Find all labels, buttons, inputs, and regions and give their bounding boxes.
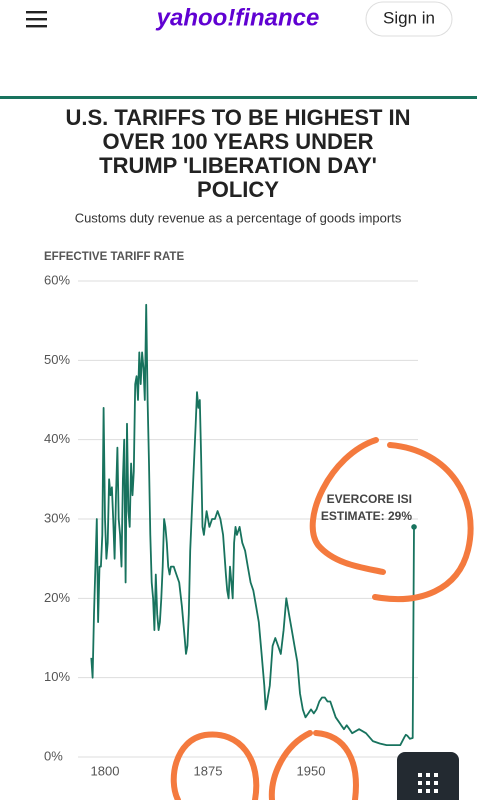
end-point xyxy=(411,524,417,530)
chart-title: OVER 100 YEARS UNDER xyxy=(102,129,373,154)
annotation: EVERCORE ISI xyxy=(327,492,412,506)
scribble xyxy=(268,730,359,800)
x-tick-label: 1875 xyxy=(194,763,223,778)
floating-button[interactable] xyxy=(397,752,459,800)
x-tick-label: 1950 xyxy=(297,763,326,778)
x-tick-label: 1800 xyxy=(91,763,120,778)
y-tick-label: 0% xyxy=(44,748,63,763)
chart-subtitle: Customs duty revenue as a percentage of … xyxy=(75,210,402,225)
divider xyxy=(0,96,477,99)
sign-in-button[interactable] xyxy=(365,1,453,37)
scribble xyxy=(372,442,474,603)
y-tick-label: 50% xyxy=(44,352,70,367)
menu-bar xyxy=(26,18,47,21)
y-tick-label: 60% xyxy=(44,272,70,287)
plot: 0% 10% 20% 30% 40% 50% 60% 1800 1875 1950 EVERCORE… xyxy=(44,272,418,778)
hand-drawn-marks xyxy=(170,437,474,800)
y-axis-label: EFFECTIVE TARIFF RATE xyxy=(44,251,184,263)
menu-bar xyxy=(26,11,47,14)
menu-bar xyxy=(26,25,47,28)
series-line xyxy=(90,303,415,746)
y-tick-label: 10% xyxy=(44,669,70,684)
scribble xyxy=(170,731,260,800)
scribble xyxy=(309,437,386,575)
grid-icon xyxy=(418,773,438,793)
y-tick-label: 20% xyxy=(44,590,70,605)
chart-title: U.S. TARIFFS TO BE HIGHEST IN xyxy=(65,105,410,130)
chart-title: TRUMP 'LIBERATION DAY' xyxy=(99,153,377,178)
sign-in-label[interactable]: Sign in xyxy=(383,8,435,27)
chart-title: POLICY xyxy=(197,177,279,202)
logo[interactable]: yahoo!finance xyxy=(156,4,320,31)
annotation: ESTIMATE: 29% xyxy=(321,509,412,523)
y-tick-label: 40% xyxy=(44,431,70,446)
y-tick-label: 30% xyxy=(44,510,70,525)
menu-icon[interactable] xyxy=(26,11,47,28)
